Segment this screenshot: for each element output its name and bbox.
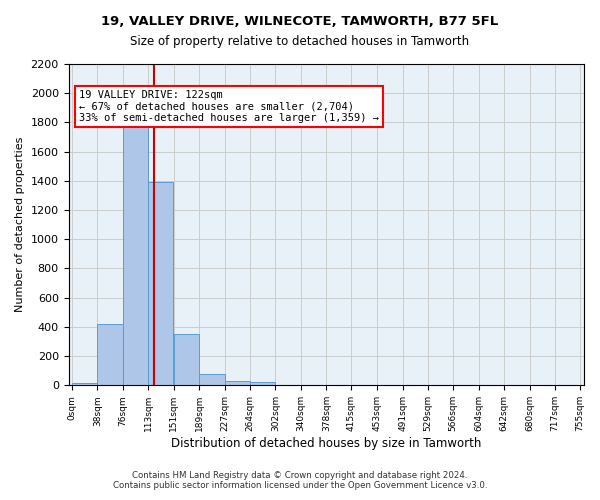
Bar: [225, 381, 250, 386]
Bar: [250, 382, 275, 386]
Text: 19 VALLEY DRIVE: 122sqm
← 67% of detached houses are smaller (2,704)
33% of semi: 19 VALLEY DRIVE: 122sqm ← 67% of detache…: [79, 90, 379, 123]
Text: Contains HM Land Registry data © Crown copyright and database right 2024.
Contai: Contains HM Land Registry data © Crown c…: [113, 470, 487, 490]
Bar: [199, 374, 224, 386]
Text: Size of property relative to detached houses in Tamworth: Size of property relative to detached ho…: [130, 35, 470, 48]
Y-axis label: Number of detached properties: Number of detached properties: [15, 137, 25, 312]
Text: 19, VALLEY DRIVE, WILNECOTE, TAMWORTH, B77 5FL: 19, VALLEY DRIVE, WILNECOTE, TAMWORTH, B…: [101, 15, 499, 28]
Bar: [148, 182, 173, 386]
Bar: [97, 324, 123, 386]
Bar: [123, 121, 148, 386]
Bar: [173, 334, 199, 386]
X-axis label: Distribution of detached houses by size in Tamworth: Distribution of detached houses by size …: [171, 437, 481, 450]
Bar: [72, 383, 97, 386]
